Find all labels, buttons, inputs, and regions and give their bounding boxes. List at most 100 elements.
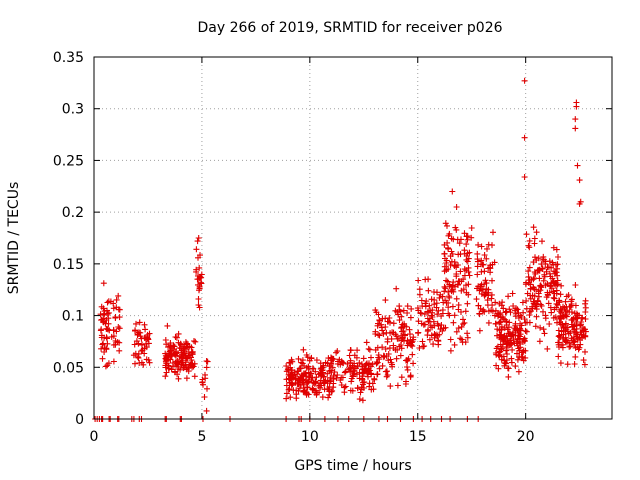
data-point [395,311,402,318]
data-point [514,306,521,313]
data-point [483,255,490,262]
data-point [539,238,545,245]
data-point [98,345,105,352]
data-point [376,317,383,323]
data-point [342,383,349,390]
data-point [562,298,569,305]
data-point [329,387,336,394]
data-point [530,224,537,231]
data-point [116,325,123,332]
data-point [372,331,379,337]
data-point [138,348,145,354]
data-point [358,386,365,393]
x-tick-label: 0 [90,429,99,445]
data-point [175,330,182,337]
data-point [357,389,364,396]
data-point [533,313,540,320]
data-point [368,371,375,378]
data-point [503,347,509,354]
data-point [560,313,567,320]
data-point [516,353,523,360]
data-point [418,297,425,304]
data-point [298,381,304,388]
data-point [498,356,505,363]
data-point [361,379,368,386]
data-point [99,316,105,323]
y-tick-label: 0.15 [53,257,84,273]
data-point [132,327,139,334]
data-point [348,375,355,382]
data-point [397,352,404,359]
data-point [557,334,564,341]
data-point [517,344,524,351]
data-point [514,326,521,333]
data-point [425,276,432,283]
data-point [455,306,462,313]
data-point [437,326,444,333]
data-point [394,382,401,389]
data-point [339,374,346,381]
data-point [198,280,205,287]
data-point [563,337,570,344]
data-point [504,351,510,357]
data-point [380,330,387,337]
data-point [475,241,482,248]
data-point [493,345,500,352]
data-point [506,306,513,313]
data-point [283,390,290,397]
data-point [402,381,409,387]
data-point [445,304,452,311]
data-point [572,353,579,360]
data-point [478,268,485,275]
data-point [400,307,407,314]
data-point [526,264,533,271]
data-point [425,308,431,315]
data-point [371,375,378,382]
data-point [390,320,397,327]
data-point [462,339,469,346]
data-point [105,360,112,367]
tick-labels: 0 0.05 0.1 0.15 0.2 0.25 0.3 0.35 0 5 10 15 20 [53,50,535,445]
data-point [425,326,432,333]
data-point [304,384,311,391]
data-point [112,314,119,320]
data-point [521,316,528,322]
data-point [400,328,407,334]
data-point [531,269,538,276]
data-point [552,314,559,321]
data-point [572,116,579,123]
grid [94,57,612,419]
data-point [449,286,456,293]
data-point [496,319,503,326]
data-point [416,286,423,293]
data-point [514,350,520,357]
data-point [519,349,526,356]
data-point [115,324,122,330]
data-point [555,353,562,360]
data-point [134,353,141,360]
data-point [104,340,111,347]
data-point [479,261,486,268]
data-point [553,290,560,297]
data-point [172,334,179,340]
data-point [190,363,197,370]
data-point [525,279,532,286]
data-point [385,351,392,357]
data-point [296,385,303,392]
data-point [354,384,361,391]
data-point [320,362,327,369]
data-point [461,230,468,237]
data-point [431,301,438,308]
data-point [136,319,143,326]
data-point [463,282,469,289]
data-point [374,371,381,378]
data-point [394,309,401,315]
data-point [560,331,567,338]
data-point [481,292,488,299]
data-point [369,380,376,387]
data-point [132,360,138,367]
data-point [110,358,117,365]
data-point [474,258,481,265]
data-point [196,304,203,311]
data-point [558,282,565,289]
